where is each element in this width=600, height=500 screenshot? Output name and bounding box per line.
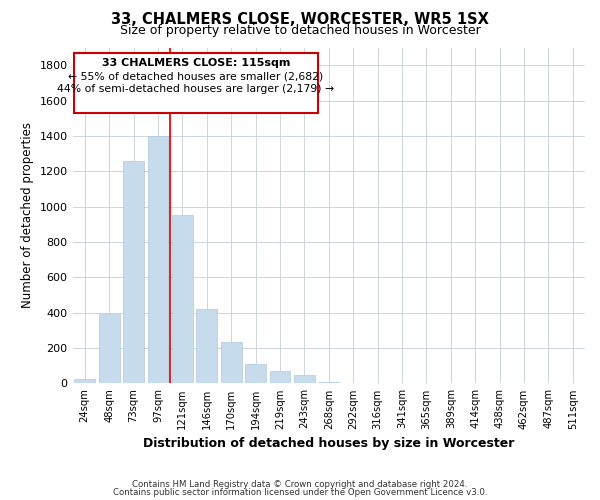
Text: 44% of semi-detached houses are larger (2,179) →: 44% of semi-detached houses are larger (… xyxy=(57,84,334,94)
Bar xyxy=(99,314,119,384)
Bar xyxy=(221,342,242,384)
Bar xyxy=(416,383,437,384)
Bar xyxy=(269,371,290,384)
Bar xyxy=(74,379,95,384)
Text: ← 55% of detached houses are smaller (2,682): ← 55% of detached houses are smaller (2,… xyxy=(68,72,323,82)
Y-axis label: Number of detached properties: Number of detached properties xyxy=(21,122,34,308)
Bar xyxy=(294,374,315,384)
Bar xyxy=(440,383,461,384)
Bar xyxy=(343,382,364,384)
Bar xyxy=(196,309,217,384)
Bar xyxy=(148,136,169,384)
Bar xyxy=(367,382,388,384)
Text: Contains public sector information licensed under the Open Government Licence v3: Contains public sector information licen… xyxy=(113,488,487,497)
Bar xyxy=(123,160,144,384)
Bar xyxy=(392,383,412,384)
Bar xyxy=(245,364,266,384)
FancyBboxPatch shape xyxy=(74,53,318,113)
Text: Size of property relative to detached houses in Worcester: Size of property relative to detached ho… xyxy=(119,24,481,37)
Bar xyxy=(172,216,193,384)
Text: 33, CHALMERS CLOSE, WORCESTER, WR5 1SX: 33, CHALMERS CLOSE, WORCESTER, WR5 1SX xyxy=(111,12,489,28)
Bar xyxy=(319,382,339,384)
Text: 33 CHALMERS CLOSE: 115sqm: 33 CHALMERS CLOSE: 115sqm xyxy=(101,58,290,68)
X-axis label: Distribution of detached houses by size in Worcester: Distribution of detached houses by size … xyxy=(143,437,514,450)
Text: Contains HM Land Registry data © Crown copyright and database right 2024.: Contains HM Land Registry data © Crown c… xyxy=(132,480,468,489)
